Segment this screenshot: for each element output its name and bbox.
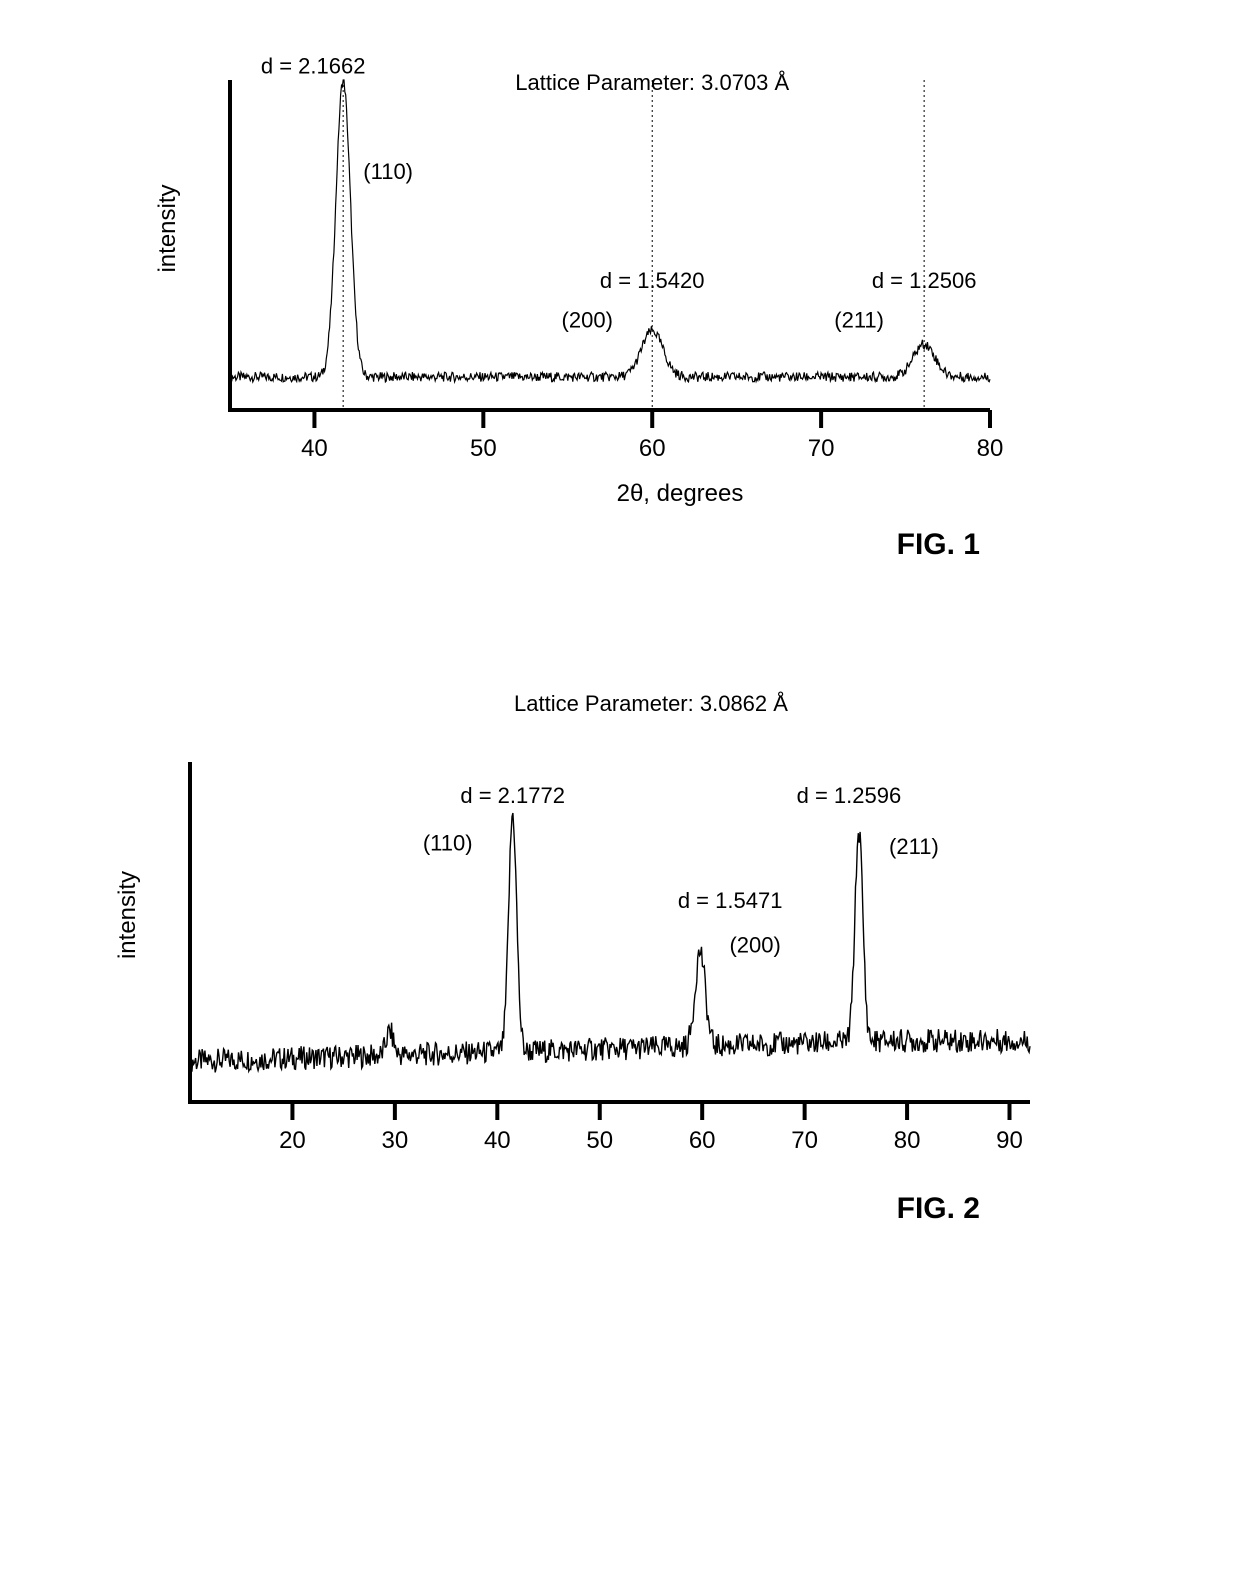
- x-tick-label: 60: [639, 435, 666, 462]
- x-tick-label: 50: [586, 1127, 613, 1154]
- peak-annotation: d = 1.2596: [797, 783, 902, 808]
- figure-2: 20 30 40 50 60 70 80 90 intensity Lattice Paramet…: [60, 682, 1180, 1226]
- x-tick-label: 70: [808, 435, 835, 462]
- x-tick-label: 70: [791, 1127, 818, 1154]
- x-tick-label: 60: [689, 1127, 716, 1154]
- y-axis-label: intensity: [114, 871, 141, 959]
- x-tick-label: 90: [996, 1127, 1023, 1154]
- x-tick-label: 30: [382, 1127, 409, 1154]
- peak-annotation: (110): [363, 159, 413, 184]
- x-tick-label: 80: [894, 1127, 921, 1154]
- fig1-xlabel: 2θ, degrees: [617, 480, 744, 508]
- peak-annotation: (211): [834, 308, 884, 333]
- axes: [230, 80, 990, 410]
- peak-annotation: d = 1.2506: [872, 268, 977, 293]
- fig2-chart: 20 30 40 50 60 70 80 90 intensity Lattice Paramet…: [60, 682, 1090, 1172]
- peak-annotation: d = 1.5471: [678, 888, 783, 913]
- fig1-chart: 40 50 60 70 80 intensity Lattice Parameter: 3.…: [60, 40, 1050, 480]
- peak-annotation: (200): [562, 308, 613, 333]
- figure-1: 40 50 60 70 80 intensity Lattice Parameter: 3.…: [60, 40, 1180, 562]
- peak-annotation: (110): [423, 830, 473, 855]
- spectrum-line: [230, 80, 990, 382]
- x-tick-label: 20: [279, 1127, 306, 1154]
- x-tick-label: 40: [301, 435, 328, 462]
- lattice-param-label: Lattice Parameter: 3.0862 Å: [514, 691, 788, 716]
- peak-annotation: (211): [889, 834, 939, 859]
- fig1-caption: FIG. 1: [60, 528, 1180, 562]
- x-tick-label: 50: [470, 435, 497, 462]
- x-tick-label: 40: [484, 1127, 511, 1154]
- peak-annotation: d = 2.1662: [261, 53, 366, 78]
- peak-annotation: d = 1.5420: [600, 268, 705, 293]
- lattice-param-label: Lattice Parameter: 3.0703 Å: [515, 70, 789, 95]
- peak-annotation: (200): [729, 932, 780, 957]
- peak-annotation: d = 2.1772: [460, 783, 565, 808]
- x-tick-label: 80: [977, 435, 1004, 462]
- fig2-caption: FIG. 2: [60, 1192, 1180, 1226]
- y-axis-label: intensity: [154, 184, 181, 272]
